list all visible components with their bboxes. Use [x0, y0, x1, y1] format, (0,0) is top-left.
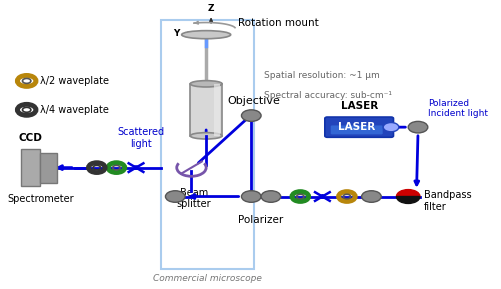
Circle shape [261, 191, 280, 202]
Circle shape [241, 191, 261, 202]
Text: Spectrometer: Spectrometer [7, 194, 74, 204]
Text: λ/4 waveplate: λ/4 waveplate [40, 105, 109, 115]
Circle shape [361, 191, 380, 202]
Text: LASER: LASER [340, 101, 377, 111]
Ellipse shape [190, 81, 221, 87]
Text: λ/2 waveplate: λ/2 waveplate [40, 76, 109, 86]
Text: Scattered
light: Scattered light [117, 127, 164, 149]
Circle shape [382, 123, 398, 132]
Text: Spatial resolution: ~1 μm: Spatial resolution: ~1 μm [263, 71, 379, 80]
FancyBboxPatch shape [40, 153, 57, 183]
FancyBboxPatch shape [214, 84, 219, 136]
Ellipse shape [181, 31, 230, 39]
Text: Bandpass
filter: Bandpass filter [423, 190, 470, 212]
Text: Objective: Objective [226, 96, 280, 106]
Text: Polarized
Incident light: Polarized Incident light [427, 99, 487, 118]
Text: Polarizer: Polarizer [238, 215, 283, 225]
Text: Commercial microscope: Commercial microscope [152, 274, 261, 283]
Ellipse shape [190, 133, 221, 139]
FancyBboxPatch shape [190, 84, 221, 136]
Circle shape [165, 191, 185, 202]
Text: Beam
splitter: Beam splitter [176, 188, 211, 210]
Text: Rotation mount: Rotation mount [237, 18, 318, 28]
Wedge shape [396, 197, 419, 203]
Text: CCD: CCD [19, 133, 43, 143]
Text: Z: Z [207, 4, 214, 13]
FancyBboxPatch shape [330, 125, 382, 134]
Text: LASER: LASER [337, 122, 375, 132]
FancyBboxPatch shape [324, 117, 393, 137]
FancyBboxPatch shape [21, 149, 40, 186]
Circle shape [407, 121, 427, 133]
Text: Spectral accuracy: sub-cm⁻¹: Spectral accuracy: sub-cm⁻¹ [263, 91, 391, 100]
Circle shape [241, 110, 261, 121]
Wedge shape [396, 190, 419, 197]
Text: Y: Y [172, 29, 179, 38]
